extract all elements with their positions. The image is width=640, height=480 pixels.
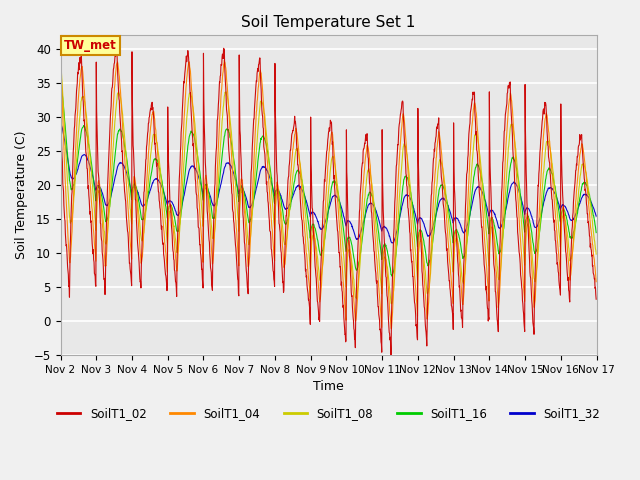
Title: Soil Temperature Set 1: Soil Temperature Set 1 — [241, 15, 416, 30]
X-axis label: Time: Time — [313, 380, 344, 393]
Legend: SoilT1_02, SoilT1_04, SoilT1_08, SoilT1_16, SoilT1_32: SoilT1_02, SoilT1_04, SoilT1_08, SoilT1_… — [52, 402, 605, 425]
Y-axis label: Soil Temperature (C): Soil Temperature (C) — [15, 131, 28, 259]
Text: TW_met: TW_met — [64, 39, 117, 52]
